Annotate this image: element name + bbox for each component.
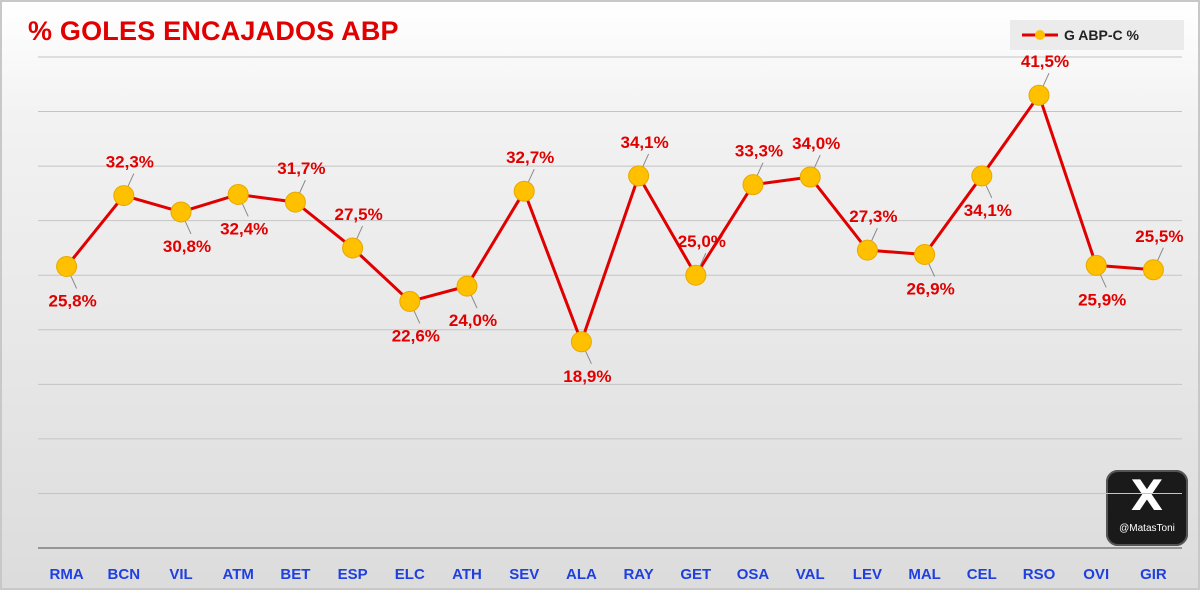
data-label: 27,3% xyxy=(849,207,897,226)
x-tick-label: ATM xyxy=(223,566,254,583)
x-tick-label: ATH xyxy=(452,566,482,583)
data-point xyxy=(513,180,535,202)
data-point xyxy=(628,165,650,187)
data-label: 31,7% xyxy=(277,159,325,178)
data-label: 32,4% xyxy=(220,219,268,238)
chart-title: % GOLES ENCAJADOS ABP xyxy=(28,16,399,46)
x-tick-label: OVI xyxy=(1083,566,1109,583)
x-tick-label: GET xyxy=(680,566,711,583)
data-label: 30,8% xyxy=(163,237,211,256)
data-point xyxy=(399,290,421,312)
data-point xyxy=(1142,259,1164,281)
data-label: 34,0% xyxy=(792,134,840,153)
x-tick-label: ELC xyxy=(395,566,425,583)
x-tick-label: ESP xyxy=(338,566,368,583)
x-tick-label: RMA xyxy=(50,566,84,583)
x-tick-label: VAL xyxy=(796,566,825,583)
x-tick-label: MAL xyxy=(908,566,941,583)
data-label: 27,5% xyxy=(334,205,382,224)
x-tick-label: RAY xyxy=(623,566,653,583)
data-point xyxy=(1028,84,1050,106)
legend-swatch xyxy=(1022,30,1058,40)
data-point xyxy=(685,264,707,286)
data-label: 34,1% xyxy=(964,201,1012,220)
data-point xyxy=(456,275,478,297)
data-label: 33,3% xyxy=(735,142,783,161)
data-label: 25,8% xyxy=(48,291,96,310)
data-label: 24,0% xyxy=(449,311,497,330)
x-tick-label: LEV xyxy=(853,566,882,583)
data-point xyxy=(113,185,135,207)
x-tick-label: CEL xyxy=(967,566,997,583)
x-mark: X xyxy=(1130,471,1164,520)
legend-label: G ABP-C % xyxy=(1064,27,1139,43)
data-point xyxy=(284,191,306,213)
x-tick-label: VIL xyxy=(169,566,192,583)
data-label: 22,6% xyxy=(392,326,440,345)
legend: G ABP-C % xyxy=(1010,20,1184,50)
data-label: 34,1% xyxy=(620,133,668,152)
x-tick-label: SEV xyxy=(509,566,539,583)
x-tick-label: OSA xyxy=(737,566,770,583)
data-point xyxy=(971,165,993,187)
x-logo-icon: X @MatasToni xyxy=(1106,470,1188,546)
x-tick-label: BCN xyxy=(108,566,141,583)
data-label: 25,9% xyxy=(1078,290,1126,309)
data-label: 32,3% xyxy=(106,153,154,172)
data-label: 41,5% xyxy=(1021,52,1069,71)
data-point xyxy=(170,201,192,223)
x-tick-label: GIR xyxy=(1140,566,1167,583)
data-point xyxy=(742,174,764,196)
data-label: 26,9% xyxy=(906,279,954,298)
data-label: 25,5% xyxy=(1135,227,1183,246)
data-point xyxy=(799,166,821,188)
data-label: 32,7% xyxy=(506,148,554,167)
x-tick-label: RSO xyxy=(1023,566,1056,583)
data-point xyxy=(227,183,249,205)
data-point xyxy=(856,239,878,261)
data-point xyxy=(914,243,936,265)
data-point xyxy=(342,237,364,259)
data-label: 25,0% xyxy=(678,232,726,251)
x-tick-label: BET xyxy=(280,566,310,583)
data-point xyxy=(570,331,592,353)
watermark-handle: @MatasToni xyxy=(1119,523,1175,534)
data-label: 18,9% xyxy=(563,367,611,386)
data-point xyxy=(56,255,78,277)
data-point xyxy=(1085,254,1107,276)
x-tick-label: ALA xyxy=(566,566,597,583)
